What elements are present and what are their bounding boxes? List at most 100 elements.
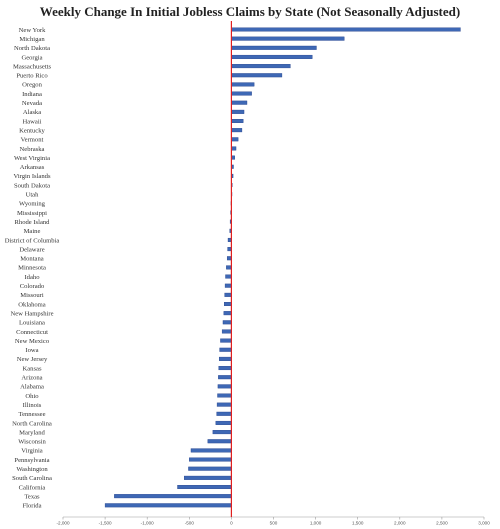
bar-arizona — [218, 375, 232, 380]
category-label-indiana: Indiana — [22, 91, 42, 98]
bar-texas — [114, 494, 232, 499]
bar-south-carolina — [184, 475, 232, 480]
bar-north-carolina — [215, 420, 232, 425]
x-tick-label: -2,000 — [56, 521, 69, 526]
bar-hawaii — [231, 118, 244, 123]
category-label-alabama: Alabama — [20, 384, 44, 391]
bar-pennsylvania — [189, 457, 232, 462]
category-label-georgia: Georgia — [21, 54, 42, 61]
category-label-ohio: Ohio — [25, 393, 39, 400]
category-label-new-hampshire: New Hampshire — [10, 310, 53, 317]
category-label-arizona: Arizona — [21, 375, 42, 382]
category-label-pennsylvania: Pennsylvania — [14, 457, 49, 464]
bar-oklahoma — [224, 302, 232, 307]
category-label-west-virginia: West Virginia — [14, 155, 50, 162]
category-label-texas: Texas — [24, 493, 40, 500]
bar-wisconsin — [207, 439, 232, 444]
x-tick-label: 1,500 — [352, 521, 364, 526]
bar-new-hampshire — [223, 311, 232, 316]
category-label-south-carolina: South Carolina — [12, 475, 52, 482]
category-label-rhode-island: Rhode Island — [15, 219, 51, 226]
category-label-connecticut: Connecticut — [16, 329, 48, 336]
x-tick-label: 2,000 — [394, 521, 406, 526]
category-label-oklahoma: Oklahoma — [18, 301, 46, 308]
category-label-utah: Utah — [26, 192, 40, 199]
x-tick-label: 1,000 — [310, 521, 322, 526]
bar-massachusetts — [231, 64, 291, 69]
bar-kansas — [218, 366, 232, 371]
bar-alabama — [217, 384, 232, 389]
bar-tennessee — [216, 411, 232, 416]
bar-montana — [226, 256, 232, 261]
category-label-kentucky: Kentucky — [19, 127, 45, 134]
bar-new-jersey — [218, 356, 232, 361]
bar-puerto-rico — [231, 73, 283, 78]
x-tick-label: -1,000 — [141, 521, 154, 526]
category-label-washington: Washington — [16, 466, 48, 473]
category-label-minnesota: Minnesota — [18, 265, 46, 272]
category-label-idaho: Idaho — [24, 274, 40, 281]
bar-kentucky — [231, 128, 243, 133]
category-label-montana: Montana — [20, 256, 44, 263]
category-label-illinois: Illinois — [23, 402, 42, 409]
bar-louisiana — [222, 320, 232, 325]
bar-illinois — [216, 402, 232, 407]
bar-florida — [104, 503, 232, 508]
bar-colorado — [224, 283, 232, 288]
x-tick-label: 500 — [270, 521, 278, 526]
bar-michigan — [231, 36, 345, 41]
bar-oregon — [231, 82, 255, 87]
category-label-tennessee: Tennessee — [19, 411, 46, 418]
category-label-michigan: Michigan — [19, 36, 45, 43]
bar-iowa — [219, 347, 232, 352]
x-axis: -2,000 -1,500 -1,000 -500 0 500 1,000 1,500 2,00… — [56, 516, 490, 526]
category-label-colorado: Colorado — [20, 283, 45, 290]
category-label-wyoming: Wyoming — [19, 201, 46, 208]
category-label-north-dakota: North Dakota — [14, 45, 50, 52]
category-label-maryland: Maryland — [19, 429, 45, 436]
bar-missouri — [224, 292, 232, 297]
category-label-virginia: Virginia — [21, 448, 43, 455]
category-label-mississippi: Mississippi — [17, 210, 47, 217]
bar-washington — [188, 466, 232, 471]
bars-group — [104, 27, 461, 508]
category-label-alaska: Alaska — [23, 109, 41, 116]
category-label-new-jersey: New Jersey — [17, 356, 48, 363]
category-label-massachusetts: Massachusetts — [13, 63, 52, 70]
category-label-new-mexico: New Mexico — [15, 338, 50, 345]
category-label-north-carolina: North Carolina — [12, 420, 52, 427]
bar-maryland — [212, 430, 232, 435]
category-label-nebraska: Nebraska — [20, 146, 45, 153]
category-label-new-york: New York — [19, 27, 46, 34]
category-label-oregon: Oregon — [22, 82, 42, 89]
category-label-nevada: Nevada — [22, 100, 42, 107]
bar-ohio — [217, 393, 232, 398]
x-tick-label: 2,500 — [436, 521, 448, 526]
category-label-district-of-columbia: District of Columbia — [5, 237, 60, 244]
bar-nebraska — [231, 146, 237, 151]
bar-new-york — [231, 27, 461, 32]
category-label-maine: Maine — [24, 228, 41, 235]
category-label-delaware: Delaware — [19, 246, 44, 253]
category-label-puerto-rico: Puerto Rico — [16, 73, 48, 80]
bar-idaho — [225, 274, 232, 279]
chart-title: Weekly Change In Initial Jobless Claims … — [39, 4, 461, 19]
bar-alaska — [231, 109, 245, 114]
category-label-arkansas: Arkansas — [20, 164, 45, 171]
category-label-louisiana: Louisiana — [19, 320, 45, 327]
category-label-hawaii: Hawaii — [22, 118, 41, 125]
category-label-wisconsin: Wisconsin — [18, 439, 46, 446]
x-tick-label: 3,000 — [478, 521, 490, 526]
x-tick-label: -1,500 — [99, 521, 112, 526]
category-labels: New York Michigan North Dakota Georgia Massa… — [5, 27, 60, 510]
bar-new-mexico — [220, 338, 232, 343]
bar-north-dakota — [231, 45, 317, 50]
category-label-vermont: Vermont — [21, 137, 44, 144]
bar-indiana — [231, 91, 252, 96]
category-label-south-dakota: South Dakota — [14, 182, 50, 189]
bar-connecticut — [221, 329, 232, 334]
category-label-iowa: Iowa — [25, 347, 38, 354]
category-label-california: California — [19, 484, 46, 491]
x-tick-label: -500 — [185, 521, 195, 526]
bar-california — [177, 485, 232, 490]
